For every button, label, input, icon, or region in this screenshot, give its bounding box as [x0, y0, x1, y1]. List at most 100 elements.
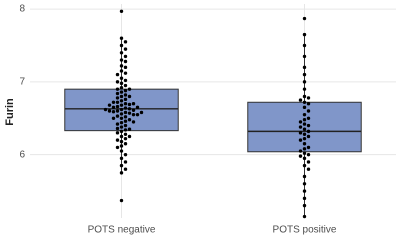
data-point [306, 109, 311, 113]
data-point [119, 81, 124, 86]
data-point [127, 107, 132, 111]
data-point [302, 80, 307, 84]
data-point [123, 65, 128, 70]
data-point [298, 120, 303, 124]
data-point [119, 116, 124, 120]
data-point [123, 102, 128, 106]
y-tick-label: 6 [19, 149, 25, 160]
data-point [127, 127, 132, 131]
data-point [306, 167, 311, 171]
data-point [302, 72, 307, 77]
data-point [131, 112, 136, 117]
data-point [115, 114, 120, 118]
data-point [298, 154, 303, 158]
data-point [115, 96, 120, 100]
data-point [119, 129, 124, 134]
data-point [302, 118, 307, 122]
data-point [302, 112, 307, 117]
data-point [302, 132, 307, 136]
data-point [115, 122, 120, 126]
data-point [123, 123, 128, 128]
data-point [298, 98, 303, 102]
data-point [123, 152, 128, 157]
data-point [115, 131, 120, 135]
data-point [302, 43, 307, 48]
data-point [119, 134, 124, 139]
data-point [119, 36, 124, 40]
data-point [302, 156, 307, 161]
data-point [111, 105, 116, 110]
data-point [123, 136, 128, 141]
data-point [123, 132, 128, 136]
data-point [131, 120, 136, 124]
y-axis-label: Furin [4, 98, 16, 126]
data-point [127, 134, 132, 139]
data-point [302, 122, 307, 126]
data-point [107, 109, 112, 113]
data-point [131, 102, 136, 106]
data-point [123, 59, 128, 64]
data-point [123, 83, 128, 88]
data-point [119, 144, 124, 148]
data-point [135, 105, 140, 110]
data-point [119, 198, 124, 203]
data-point [298, 149, 303, 153]
data-point [127, 111, 132, 115]
data-point [123, 128, 128, 132]
x-tick-label: POTS negative [88, 225, 156, 236]
data-point [115, 72, 120, 77]
data-point [306, 160, 311, 164]
data-point [119, 64, 124, 68]
data-point [103, 107, 108, 112]
data-point [119, 86, 124, 90]
data-point [115, 91, 120, 96]
data-point [115, 145, 120, 150]
data-point [306, 145, 311, 150]
data-point [119, 139, 124, 144]
data-point [119, 9, 124, 13]
data-point [119, 107, 124, 112]
data-point [123, 142, 128, 146]
data-point [115, 104, 120, 109]
data-point [123, 110, 128, 115]
data-point [111, 110, 116, 114]
data-point [119, 43, 124, 48]
data-point [306, 123, 311, 128]
data-point [135, 112, 140, 117]
data-point [119, 94, 124, 99]
data-point [302, 147, 307, 151]
data-point [302, 189, 307, 193]
data-point [306, 96, 311, 100]
data-point [119, 58, 124, 62]
data-point [115, 80, 120, 84]
data-point [111, 100, 116, 104]
data-point [119, 149, 124, 153]
data-point [131, 108, 136, 112]
data-point [123, 106, 128, 110]
data-point [119, 163, 124, 168]
data-point [111, 116, 116, 120]
data-point [123, 97, 128, 102]
data-point [302, 32, 307, 37]
data-point [119, 103, 124, 107]
data-point [123, 119, 128, 123]
data-point [123, 71, 128, 75]
data-point [302, 203, 307, 208]
data-point [302, 174, 307, 179]
data-point [119, 76, 124, 80]
data-point [119, 99, 124, 103]
data-point [302, 94, 307, 99]
data-point [302, 151, 307, 155]
data-point [123, 93, 128, 97]
data-point [123, 47, 128, 51]
data-point [119, 156, 124, 161]
data-point [107, 103, 112, 107]
data-point [123, 88, 128, 93]
data-point [119, 120, 124, 125]
data-point [302, 105, 307, 110]
data-point [302, 65, 307, 70]
data-point [298, 138, 303, 142]
data-point [123, 40, 128, 44]
data-point [139, 110, 144, 115]
data-point [306, 134, 311, 139]
